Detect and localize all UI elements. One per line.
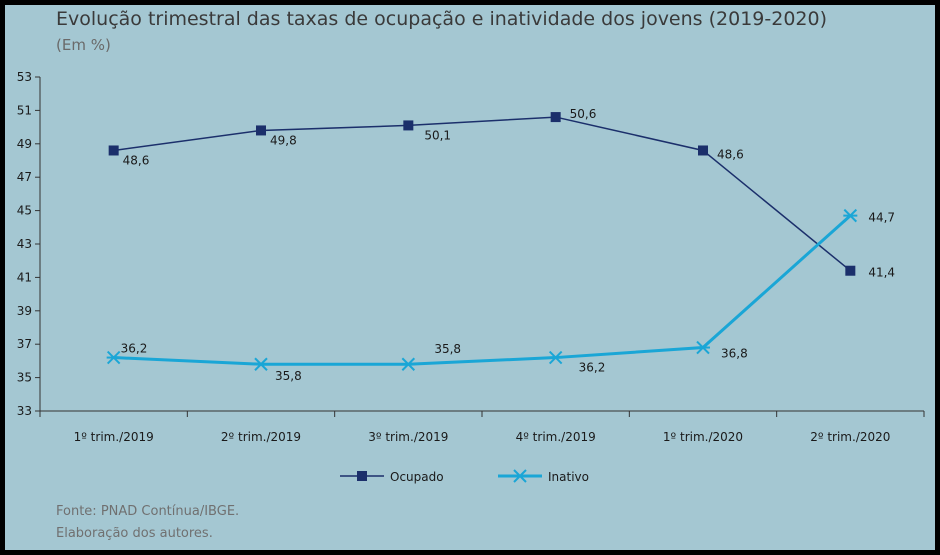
ocupado-point [403,120,414,131]
data-label: 36,2 [121,342,148,356]
ocupado-point [845,265,856,276]
series-line-inativo [113,214,852,366]
series-line-ocupado [113,116,851,272]
x-tick-label: 4º trim./2019 [516,430,596,444]
ocupado-point [698,145,708,156]
data-label: 36,8 [721,347,748,361]
y-tick-label: 39 [17,304,32,318]
inativo-point [106,350,121,365]
data-label: 49,8 [270,133,297,147]
y-tick-label: 33 [17,404,32,418]
data-label: 44,7 [868,211,895,225]
data-label: 50,1 [424,128,451,142]
x-tick-label: 2º trim./2020 [810,430,890,444]
y-tick-label: 53 [17,70,32,84]
authors-note: Elaboração dos autores. [56,526,213,541]
chart-subtitle: (Em %) [56,36,111,54]
inativo-point [254,357,268,371]
y-tick-label: 41 [17,270,32,284]
ocupado-point [357,471,367,481]
chart-legend: Ocupado Inativo [340,469,589,484]
ocupado-point [256,125,266,136]
x-tick-label: 1º trim./2019 [74,430,154,444]
y-tick-label: 47 [17,170,32,184]
y-tick-label: 43 [17,237,32,251]
chart-series: 48,649,8 50,150,648,641,436,235,835,836,2… [106,107,895,383]
y-tick-label: 37 [17,337,32,351]
data-label: 50,6 [570,107,597,121]
series-inativo: 36,2 35,8 35,8 36,2 36,8 44,7 [106,208,895,383]
series-ocupado: 48,6 49,8 50,1 50,6 48,6 41,4 [108,107,895,280]
inativo-point [401,357,416,371]
y-tick-label: 51 [17,103,32,117]
chart-axes: 33 35 37 39 41 43 45 47 49 51 53 1º trim./2019 2º tr… [17,70,925,444]
legend-item-ocupado: Ocupado [340,470,444,484]
inativo-point [843,208,858,223]
ocupado-point [550,112,561,123]
source-note: Fonte: PNAD Contínua/IBGE. [56,504,240,519]
x-tick-label: 2º trim./2019 [221,430,301,444]
data-label: 48,6 [123,153,150,167]
x-tick-label: 1º trim./2020 [663,430,743,444]
chart-title: Evolução trimestral das taxas de ocupaçã… [56,8,827,30]
ocupado-point [108,145,119,156]
legend-label: Inativo [548,470,589,484]
legend-item-inativo: Inativo [498,469,589,484]
inativo-point [548,350,563,365]
y-tick-label: 49 [17,137,32,151]
data-label: 35,8 [434,342,461,356]
data-label: 41,4 [868,266,895,280]
y-tick-label: 45 [17,204,32,218]
legend-label: Ocupado [390,470,444,484]
data-label: 36,2 [579,361,606,375]
x-tick-label: 3º trim./2019 [368,430,448,444]
inativo-point [696,340,710,355]
y-tick-label: 35 [17,371,32,385]
data-label: 48,6 [717,147,744,161]
inativo-point [513,469,527,483]
data-label: 35,8 [275,369,302,383]
